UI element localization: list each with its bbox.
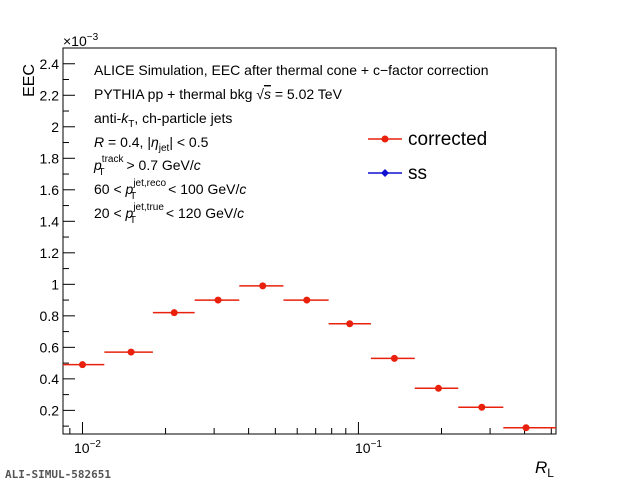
annotation-line-6: 60 < pjet,reco T < 100 GeV/c xyxy=(94,178,246,202)
y-tick-label: 0.4 xyxy=(40,371,60,387)
y-tick-label: 0.2 xyxy=(40,402,60,418)
corrected-data-point xyxy=(478,403,486,411)
y-tick-label: 2 xyxy=(51,119,59,135)
corrected-data-point xyxy=(390,354,398,362)
corrected-data-point xyxy=(259,282,267,290)
annotation-line-5: ptrack T > 0.7 GeV/c xyxy=(93,154,201,178)
corrected-data-point xyxy=(127,348,135,356)
corrected-data-point xyxy=(78,361,86,369)
annotation-line-1: ALICE Simulation, EEC after thermal cone… xyxy=(94,62,489,78)
legend-corrected-marker xyxy=(381,135,389,143)
figure-id-label: ALI-SIMUL-582651 xyxy=(5,468,111,481)
annotation-line-4: R = 0.4, |ηjet| < 0.5 xyxy=(94,134,209,154)
corrected-data-point xyxy=(522,424,530,432)
y-tick-label: 1.6 xyxy=(40,182,60,198)
annotation-line-3: anti-kT, ch-particle jets xyxy=(94,110,232,130)
y-tick-label: 1 xyxy=(51,276,59,292)
y-tick-label: 1.2 xyxy=(40,245,60,261)
y-axis-ticks: 0.2 0.4 0.6 0.8 1 1.2 1.4 1.6 1.8 2 2.2 2.4 xyxy=(40,56,75,427)
x-tick-label-0.1: 10−1 xyxy=(355,439,382,456)
x-axis-title: RL xyxy=(535,458,554,480)
corrected-data-point xyxy=(170,309,178,317)
corrected-data-point xyxy=(303,296,311,304)
y-tick-label: 0.6 xyxy=(40,339,60,355)
y-tick-label: 1.8 xyxy=(40,150,60,166)
y-tick-label: 2.2 xyxy=(40,87,60,103)
plot-frame xyxy=(62,47,557,435)
annotation-line-2: PYTHIA pp + thermal bkg √s = 5.02 TeV xyxy=(94,86,343,102)
corrected-data-point xyxy=(434,384,442,392)
y-multiplier: ×10−3 xyxy=(63,32,99,49)
series-corrected xyxy=(63,282,556,432)
annotation-line-7: 20 < pjet,true T < 120 GeV/c xyxy=(94,202,244,226)
legend-corrected-label: corrected xyxy=(408,129,487,150)
corrected-data-point xyxy=(346,320,354,328)
legend-ss-label: ss xyxy=(408,163,427,184)
x-tick-label-0.01: 10−2 xyxy=(74,439,101,456)
y-tick-label: 2.4 xyxy=(40,56,60,72)
legend: corrected ss xyxy=(368,129,487,184)
y-tick-label: 1.4 xyxy=(40,213,60,229)
y-axis-title: EEC xyxy=(21,64,38,97)
corrected-data-point xyxy=(214,296,222,304)
legend-ss-marker xyxy=(381,169,389,177)
y-tick-label: 0.8 xyxy=(40,308,60,324)
x-axis-ticks xyxy=(69,422,552,434)
